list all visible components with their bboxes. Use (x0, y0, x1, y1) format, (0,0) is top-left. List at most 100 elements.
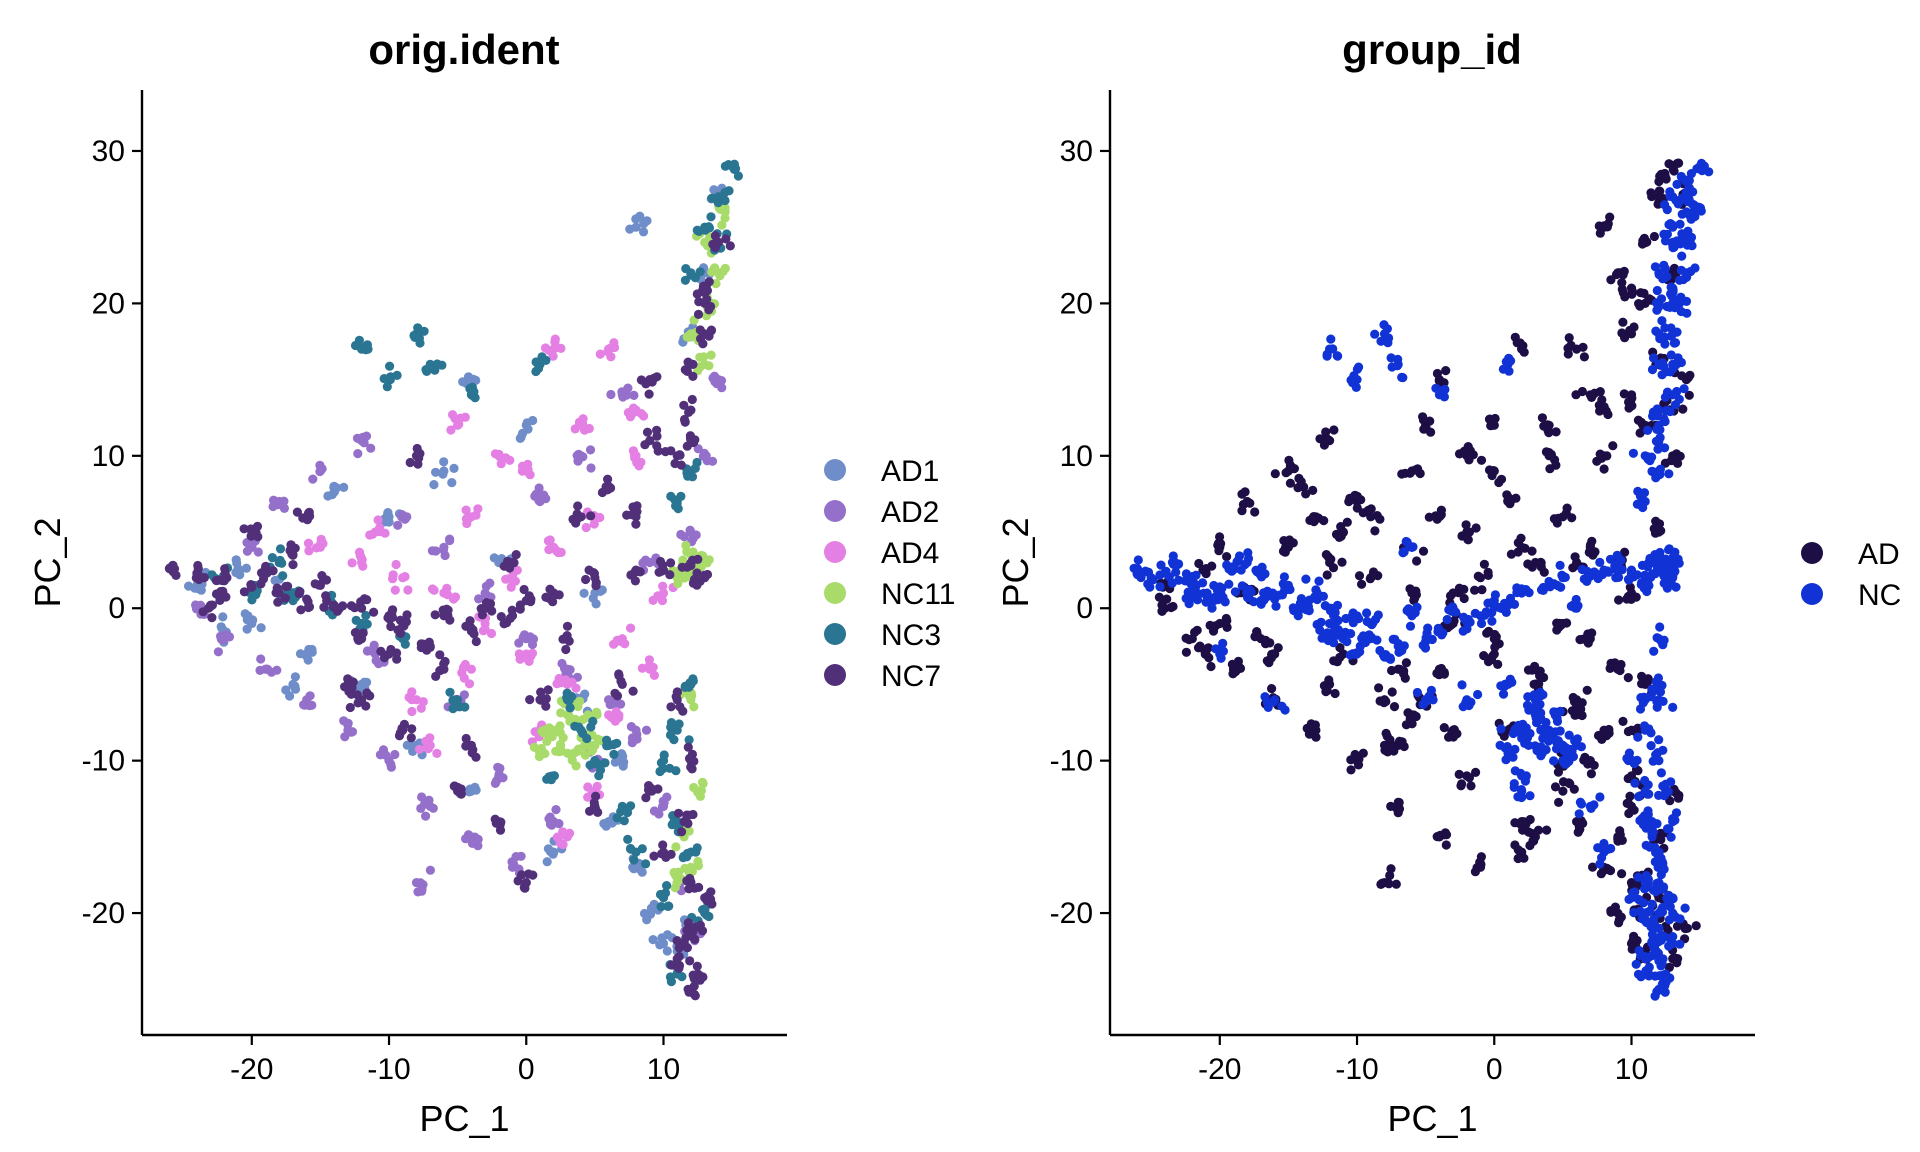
data-point (665, 763, 675, 773)
data-point (1516, 792, 1527, 803)
data-point (676, 529, 686, 540)
data-point (1321, 427, 1331, 437)
data-point (1677, 209, 1687, 219)
data-point (683, 471, 693, 481)
data-point (1329, 656, 1339, 666)
data-point (285, 691, 295, 701)
data-point (1670, 547, 1680, 557)
data-point (695, 267, 705, 277)
data-point (676, 460, 686, 470)
data-point (354, 635, 364, 646)
data-point (677, 972, 687, 982)
data-point (666, 446, 676, 456)
data-point (459, 662, 469, 673)
data-point (1454, 769, 1464, 780)
data-point (536, 687, 546, 697)
data-point (1661, 174, 1671, 184)
data-point (698, 905, 708, 915)
data-point (442, 583, 452, 593)
data-point (1654, 270, 1664, 280)
data-point (1457, 779, 1467, 789)
data-point (1650, 843, 1660, 853)
data-point (1588, 862, 1598, 872)
data-point (343, 674, 353, 684)
data-point (1617, 328, 1627, 338)
data-point (555, 838, 565, 848)
data-point (304, 546, 314, 556)
data-point (1648, 353, 1659, 363)
data-point (1570, 552, 1580, 562)
data-point (1564, 333, 1574, 343)
data-point (1447, 606, 1457, 616)
data-point (1470, 608, 1480, 619)
data-point (589, 569, 600, 579)
data-point (303, 538, 314, 548)
data-point (717, 383, 727, 393)
data-point (385, 361, 395, 371)
data-point (666, 558, 676, 568)
data-point (1642, 677, 1653, 687)
data-point (303, 508, 314, 518)
data-point (1405, 714, 1415, 724)
data-point (1675, 914, 1685, 924)
data-point (286, 540, 296, 550)
data-point (1271, 601, 1281, 611)
data-point (1398, 548, 1408, 558)
data-point (1544, 729, 1554, 739)
data-point (1658, 745, 1668, 755)
data-point (689, 702, 699, 712)
data-point (294, 589, 304, 599)
data-point (1399, 641, 1409, 651)
data-point (1444, 732, 1454, 742)
data-point (1494, 477, 1504, 488)
x-tick-label: -20 (1198, 1053, 1241, 1086)
data-point (1502, 490, 1512, 500)
data-point (1597, 853, 1607, 863)
data-point (627, 510, 637, 520)
data-point (662, 881, 672, 891)
data-point (1644, 962, 1654, 972)
data-point (1659, 791, 1669, 801)
data-point (1620, 547, 1630, 557)
data-point (682, 810, 692, 820)
data-point (400, 572, 410, 582)
data-point (642, 216, 652, 226)
data-point (1542, 825, 1552, 835)
data-point (1647, 365, 1658, 375)
data-point (1331, 529, 1342, 540)
data-point (459, 690, 469, 700)
data-point (1615, 830, 1625, 840)
data-point (1675, 219, 1685, 229)
data-point (421, 736, 431, 746)
data-point (684, 826, 694, 836)
data-point (1476, 618, 1487, 629)
data-point (1614, 915, 1624, 925)
data-point (646, 903, 657, 913)
data-point (1143, 579, 1153, 589)
data-point (636, 457, 646, 467)
data-point (541, 592, 551, 602)
data-point (1198, 578, 1208, 588)
data-point (196, 585, 206, 595)
data-point (1353, 760, 1364, 770)
data-point (1647, 899, 1657, 909)
data-point (1523, 559, 1533, 569)
data-point (1337, 557, 1347, 567)
data-point (1204, 653, 1214, 663)
data-point (218, 612, 228, 622)
data-point (261, 561, 271, 572)
data-point (1317, 633, 1327, 643)
data-point (417, 884, 427, 894)
data-point (658, 581, 668, 591)
data-point (463, 830, 474, 840)
data-point (649, 670, 660, 681)
data-point (1445, 591, 1456, 601)
data-point (356, 552, 366, 563)
data-point (248, 615, 258, 625)
data-point (471, 636, 481, 647)
data-point (581, 574, 591, 585)
points-layer (164, 159, 744, 1001)
data-point (1425, 416, 1435, 426)
data-point (520, 883, 530, 893)
data-point (512, 565, 522, 575)
